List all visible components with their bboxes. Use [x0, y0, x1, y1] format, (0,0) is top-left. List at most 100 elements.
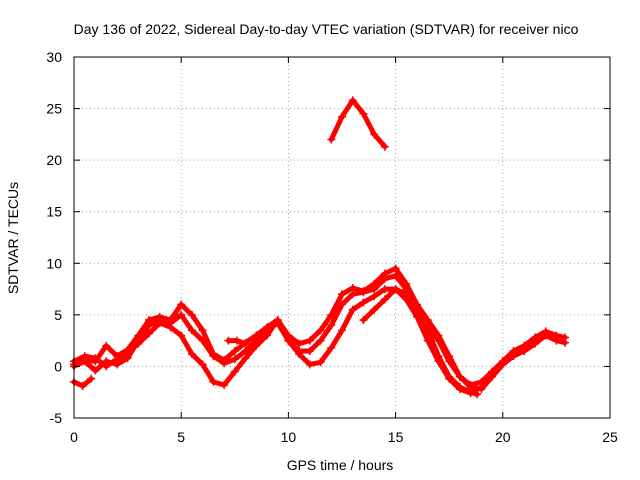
series-line-track-g [328, 97, 388, 150]
data-point-track-g [338, 112, 346, 121]
data-point-track-c [155, 319, 164, 328]
data-point-track-d [466, 388, 475, 397]
data-point-track-b [187, 326, 196, 335]
data-point-track-a [338, 290, 346, 299]
data-point-track-b [230, 355, 239, 364]
data-point-track-c [305, 360, 314, 369]
series-layer [70, 96, 569, 399]
data-point-track-a [187, 310, 196, 319]
data-point-track-b [198, 336, 207, 345]
data-point-track-c [327, 343, 336, 352]
data-point-track-d [370, 305, 379, 314]
data-point-track-e [78, 382, 87, 391]
data-point-track-b [220, 359, 229, 368]
x-tick-label: 5 [177, 429, 185, 445]
data-point-track-b [509, 352, 518, 361]
data-point-track-b [391, 271, 400, 280]
data-point-track-c [262, 331, 271, 340]
plot-frame [73, 56, 611, 419]
data-point-track-b [91, 366, 100, 375]
data-point-track-c [370, 292, 379, 301]
data-point-track-c [348, 305, 357, 314]
data-point-track-c [316, 358, 325, 367]
data-point-track-f [224, 336, 233, 345]
data-point-track-b [520, 346, 529, 355]
data-point-track-b [380, 274, 389, 283]
data-point-track-c [145, 329, 154, 338]
x-tick-label: 10 [281, 429, 297, 445]
data-point-track-b [145, 321, 154, 330]
data-point-track-c [220, 380, 229, 389]
data-point-track-a [305, 336, 314, 345]
x-axis-label: GPS time / hours [287, 457, 394, 473]
y-tick-label: 30 [46, 49, 62, 65]
data-point-track-a [391, 264, 400, 273]
data-point-track-b [348, 290, 357, 299]
data-point-track-c [252, 341, 261, 350]
data-point-track-b [530, 339, 539, 348]
data-point-track-g [359, 109, 368, 118]
data-point-track-b [241, 346, 250, 355]
data-point-track-c [273, 316, 282, 325]
data-point-track-b [552, 336, 561, 345]
data-point-track-c [134, 339, 143, 348]
data-point-track-c [284, 336, 293, 345]
data-point-track-c [102, 362, 111, 371]
tick-layer: 0 5 10 15 20 25 -5 0 5 10 15 20 25 30 [46, 49, 618, 445]
x-tick-label: 15 [388, 429, 404, 445]
data-point-track-c [91, 354, 100, 363]
data-point-track-c [380, 285, 389, 294]
data-point-track-b [560, 338, 569, 347]
data-point-track-d [402, 290, 411, 299]
data-point-track-c [230, 367, 239, 376]
data-point-track-g [348, 96, 357, 105]
y-tick-label: 15 [46, 204, 62, 220]
x-tick-label: 0 [70, 429, 78, 445]
data-point-track-b [327, 321, 336, 330]
data-point-track-a [198, 326, 207, 335]
data-point-track-c [241, 354, 250, 363]
y-tick-label: 0 [54, 358, 62, 374]
data-point-track-c [498, 357, 507, 366]
data-point-track-c [488, 370, 497, 379]
data-point-track-c [80, 352, 89, 361]
data-point-track-a [230, 346, 239, 355]
y-tick-label: 5 [54, 307, 62, 323]
data-point-track-c [112, 355, 121, 364]
data-point-track-d [413, 305, 422, 314]
grid-layer [74, 57, 610, 418]
data-point-track-a [177, 300, 186, 309]
y-tick-label: -5 [50, 410, 63, 426]
data-point-track-b [370, 285, 379, 294]
data-point-track-c [209, 377, 218, 386]
data-point-track-g [370, 130, 379, 139]
x-tick-label: 20 [495, 429, 511, 445]
y-tick-label: 25 [46, 101, 62, 117]
data-point-track-c [187, 350, 196, 359]
data-point-track-c [338, 326, 346, 335]
data-point-track-d [423, 326, 432, 335]
data-point-track-d [445, 372, 454, 381]
y-tick-label: 10 [46, 255, 62, 271]
data-point-track-b [445, 357, 454, 366]
data-point-track-f [232, 336, 241, 345]
data-point-track-b [434, 336, 443, 345]
chart-title: Day 136 of 2022, Sidereal Day-to-day VTE… [74, 21, 579, 37]
data-point-track-b [316, 336, 325, 345]
data-point-track-b [455, 372, 464, 381]
data-point-track-a [295, 339, 304, 348]
data-point-track-g [327, 135, 336, 144]
data-point-track-g [380, 142, 389, 151]
data-point-track-a [316, 326, 325, 335]
data-point-track-e [87, 374, 96, 383]
data-point-track-b [359, 288, 368, 297]
data-point-track-c [198, 360, 207, 369]
x-tick-label: 25 [602, 429, 618, 445]
data-point-track-c [123, 347, 132, 356]
data-point-track-b [209, 352, 218, 361]
series-line-track-d [360, 286, 480, 397]
data-point-track-b [305, 346, 314, 355]
y-tick-label: 20 [46, 152, 62, 168]
